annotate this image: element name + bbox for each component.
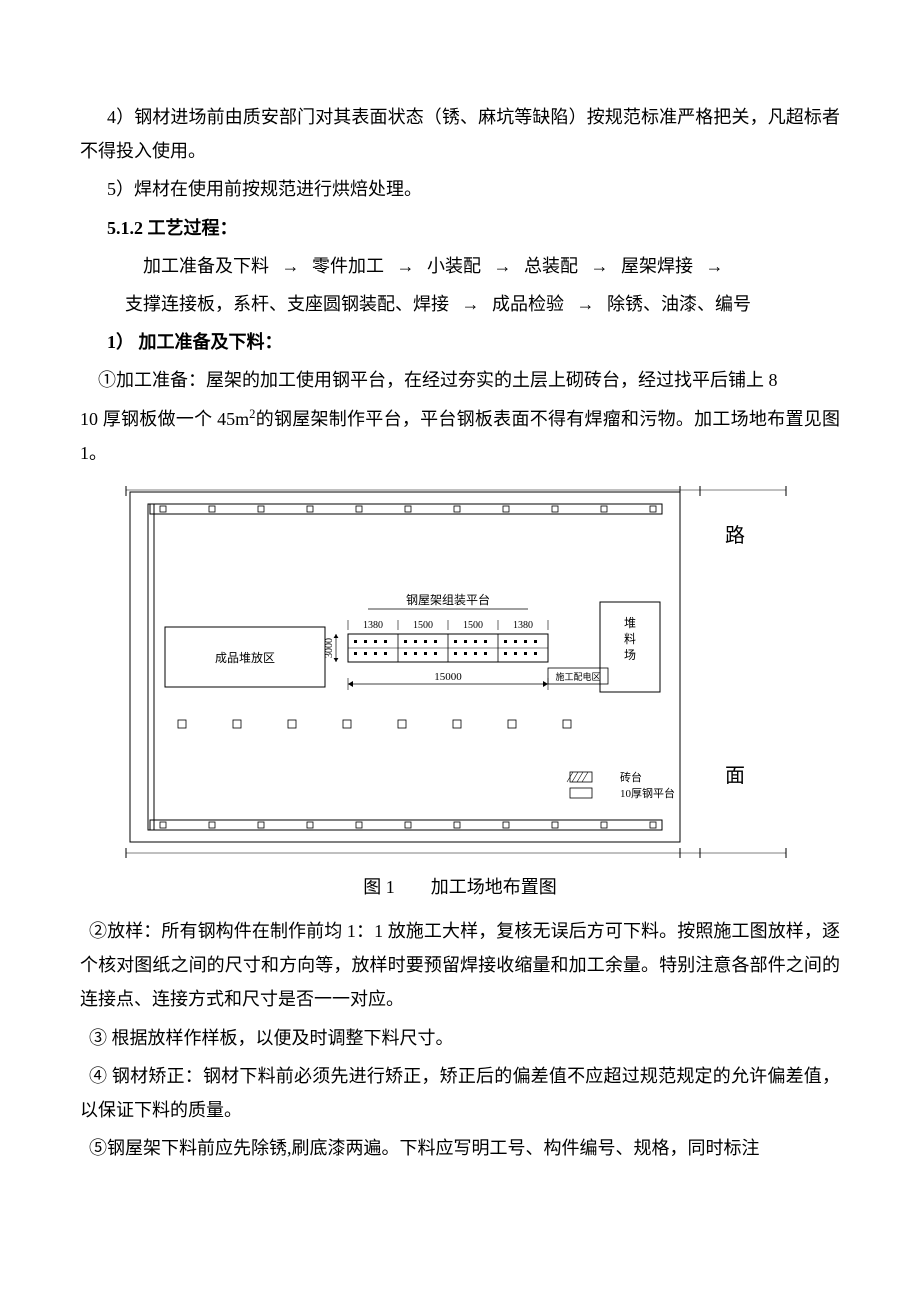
svg-text:堆: 堆 [624, 616, 636, 630]
flow-line-2: 支撑连接板，系杆、支座圆钢装配、焊接 → 成品检验 → 除锈、油漆、编号 [80, 287, 840, 321]
arrow-icon: → [454, 294, 488, 314]
flow-step: 支撑连接板，系杆、支座圆钢装配、焊接 [125, 294, 449, 314]
svg-text:路: 路 [725, 524, 745, 547]
svg-text:1380: 1380 [513, 620, 533, 631]
svg-text:15000: 15000 [434, 671, 462, 683]
paragraph-1b: 10 厚钢板做一个 45m2的钢屋架制作平台，平台钢板表面不得有焊瘤和污物。加工… [80, 402, 840, 470]
paragraph-4: 4）钢材进场前由质安部门对其表面状态（锈、麻坑等缺陷）按规范标准严格把关，凡超标… [80, 100, 840, 168]
svg-text:施工配电区: 施工配电区 [555, 671, 600, 682]
paragraph-5: 5）焊材在使用前按规范进行烘焙处理。 [80, 172, 840, 206]
flow-step: 除锈、油漆、编号 [607, 294, 751, 314]
svg-text:场: 场 [624, 648, 636, 662]
heading-5-1-2: 5.1.2 工艺过程： [80, 211, 840, 245]
paragraph-4b: ④ 钢材矫正：钢材下料前必须先进行矫正，矫正后的偏差值不应超过规范规定的允许偏差… [80, 1059, 840, 1127]
heading-1: 1） 加工准备及下料： [80, 325, 840, 359]
flow-step: 成品检验 [492, 294, 564, 314]
paragraph-3: ③ 根据放样作样板，以便及时调整下料尺寸。 [80, 1021, 840, 1055]
flow-step: 屋架焊接 [621, 256, 693, 276]
arrow-icon: → [583, 256, 617, 276]
arrow-icon: → [486, 256, 520, 276]
svg-text:成品堆放区: 成品堆放区 [215, 650, 275, 665]
svg-text:钢屋架组装平台: 钢屋架组装平台 [406, 592, 490, 607]
figure-1-caption: 图 1 加工场地布置图 [80, 870, 840, 904]
flow-step: 加工准备及下料 [143, 256, 269, 276]
flow-line-1: 加工准备及下料 → 零件加工 → 小装配 → 总装配 → 屋架焊接 → [80, 249, 840, 283]
paragraph-2: ②放样：所有钢构件在制作前均 1：1 放施工大样，复核无误后方可下料。按照施工图… [80, 914, 840, 1017]
svg-text:砖台: 砖台 [620, 770, 642, 784]
svg-text:1500: 1500 [463, 620, 483, 631]
paragraph-5b: ⑤钢屋架下料前应先除锈,刷底漆两遍。下料应写明工号、构件编号、规格，同时标注 [80, 1131, 840, 1165]
site-layout-diagram: 成品堆放区 钢屋架组装平台 1380 1500 1500 1380 3000 15000 施工配… [110, 482, 790, 862]
svg-text:3000: 3000 [324, 638, 335, 658]
arrow-icon: → [389, 256, 423, 276]
flow-step: 零件加工 [312, 256, 384, 276]
arrow-icon: → [274, 256, 308, 276]
flow-step: 总装配 [524, 256, 578, 276]
arrow-icon: → [569, 294, 603, 314]
flow-step: 小装配 [427, 256, 481, 276]
svg-text:料: 料 [624, 632, 636, 646]
arrow-icon: → [698, 256, 732, 276]
svg-text:1500: 1500 [413, 620, 433, 631]
svg-text:1380: 1380 [363, 620, 383, 631]
svg-text:面: 面 [725, 765, 745, 787]
p1b-prefix: 10 厚钢板做一个 45m [80, 409, 249, 429]
paragraph-1a: ①加工准备：屋架的加工使用钢平台，在经过夯实的土层上砌砖台，经过找平后铺上 8 [80, 363, 840, 397]
svg-text:10厚钢平台: 10厚钢平台 [620, 786, 675, 800]
